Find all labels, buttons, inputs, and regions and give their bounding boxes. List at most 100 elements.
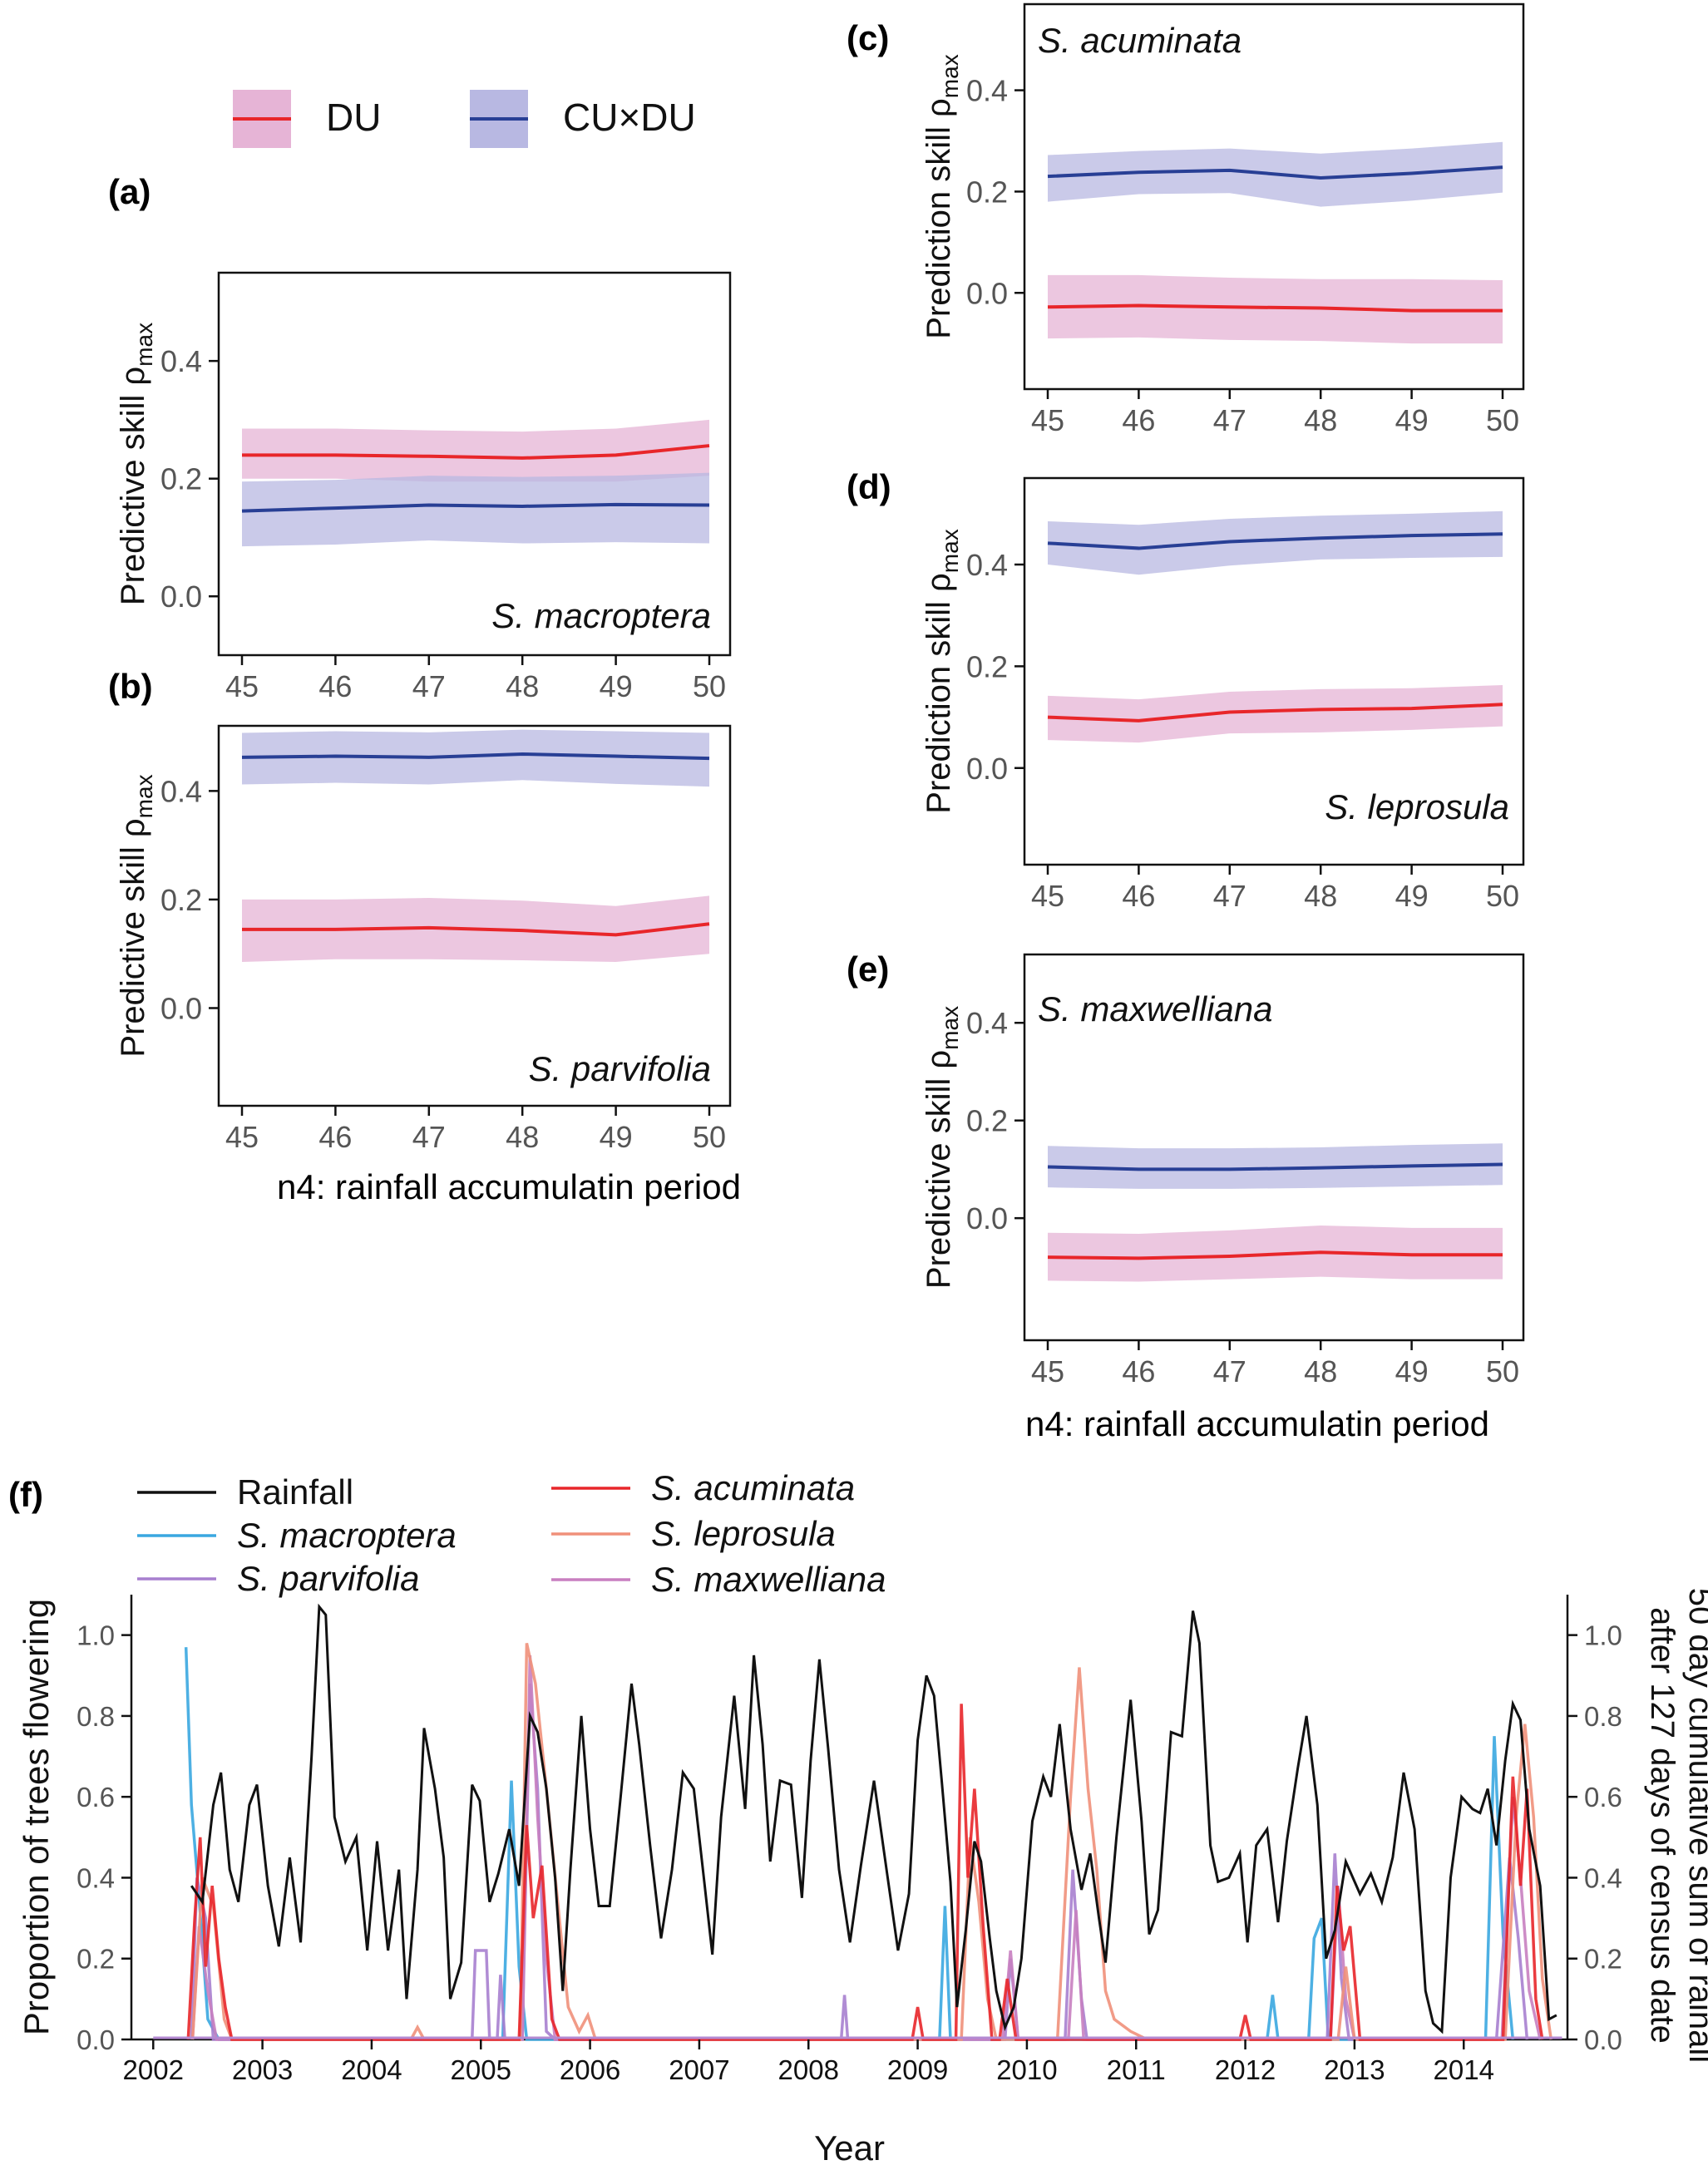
flowering-line [184, 1647, 1515, 2041]
x-axis-title: Year [814, 2128, 885, 2165]
legend-f-label: Rainfall [237, 1472, 353, 1512]
x-tick-label: 50 [693, 1120, 726, 1154]
top-legend: DU CU×DU [233, 90, 696, 148]
x-tick-label: 50 [1486, 403, 1519, 437]
x-tick-label: 46 [1122, 1354, 1155, 1388]
x-tick-label: 45 [225, 1120, 259, 1154]
x-tick-label: 2012 [1215, 2054, 1276, 2085]
y-tick-label: 0.0 [966, 276, 1008, 310]
series-line-cuxdu [241, 502, 710, 513]
x-tick-label: 49 [1395, 879, 1429, 913]
y-tick-label-left: 0.0 [77, 2024, 115, 2055]
x-tick-label: 2013 [1324, 2054, 1385, 2085]
x-tick-label: 49 [600, 1120, 633, 1154]
xlabel-e: n4: rainfall accumulatin period [1025, 1404, 1489, 1443]
x-tick-label: 45 [1031, 403, 1064, 437]
small-panels: 0.0 0.2 0.4 45 46 47 48 49 50 S. macroptera Predic… [115, 2, 1525, 1388]
x-tick-label: 45 [1031, 879, 1064, 913]
y-tick-label-left: 0.4 [77, 1862, 115, 1893]
xlabel-b: n4: rainfall accumulatin period [277, 1167, 741, 1206]
legend-f-label: S. macroptera [237, 1516, 457, 1555]
x-tick-label: 45 [1031, 1354, 1064, 1388]
y-tick-label-left: 0.2 [77, 1944, 115, 1975]
rainfall-line [190, 1603, 1557, 2034]
x-tick-label: 2014 [1434, 2054, 1494, 2085]
y-tick-label-right: 0.6 [1584, 1782, 1622, 1812]
panel-d: 0.0 0.2 0.4 45 46 47 48 49 50 S. leprosula Predict… [921, 476, 1525, 913]
legend-f-label: S. leprosula [651, 1514, 836, 1553]
y-tick-label: 0.2 [966, 649, 1008, 683]
legend-cuxdu-label: CU×DU [563, 96, 696, 139]
y-axis-title-left: Proportion of trees flowering [17, 1599, 56, 2035]
y-tick-label-left: 0.6 [77, 1782, 115, 1812]
species-annotation: S. acuminata [1038, 21, 1242, 60]
y-axis-title-right: 50 day cumulative sum of rainallafter 12… [1644, 1588, 1708, 2063]
series-line-du [242, 444, 710, 460]
x-tick-label: 50 [1486, 1354, 1519, 1388]
x-tick-label: 2009 [887, 2054, 948, 2085]
y-tick-label: 0.0 [966, 752, 1008, 786]
plot-frame [1023, 953, 1525, 1342]
x-tick-label: 2010 [996, 2054, 1057, 2085]
x-tick-label: 2007 [669, 2054, 729, 2085]
panel-c: 0.0 0.2 0.4 45 46 47 48 49 50 S. acuminata Predict… [921, 2, 1525, 437]
y-axis-title: Predictive skill ρmax [115, 774, 157, 1057]
x-tick-label: 2003 [232, 2054, 293, 2085]
panel-e: 0.0 0.2 0.4 45 46 47 48 49 50 S. maxwelliana Predi… [921, 953, 1525, 1388]
series-line-cuxdu [241, 752, 710, 761]
series-line-du [1047, 703, 1503, 722]
ci-band-du [242, 419, 709, 482]
y-tick-label: 0.4 [160, 344, 202, 378]
x-tick-label: 49 [1395, 403, 1429, 437]
plot-frame [217, 724, 732, 1107]
species-annotation: S. leprosula [1325, 787, 1509, 826]
panel-label-e: (e) [847, 949, 889, 989]
x-tick-label: 48 [506, 669, 539, 703]
ci-band-cuxdu [1048, 510, 1503, 575]
y-tick-label: 0.4 [160, 774, 202, 808]
x-tick-label: 2011 [1107, 2054, 1166, 2085]
x-tick-label: 45 [225, 669, 259, 703]
legend-f-label: S. acuminata [651, 1468, 855, 1507]
species-annotation: S. parvifolia [529, 1049, 711, 1088]
x-tick-label: 2002 [123, 2054, 184, 2085]
x-tick-label: 50 [693, 669, 726, 703]
y-tick-label-right: 1.0 [1584, 1620, 1622, 1651]
y-tick-label: 0.4 [966, 1006, 1008, 1040]
ci-band-cuxdu [242, 472, 709, 547]
x-tick-label: 48 [506, 1120, 539, 1154]
x-tick-label: 46 [1122, 403, 1155, 437]
y-tick-label: 0.2 [160, 883, 202, 917]
y-tick-label: 0.0 [160, 991, 202, 1025]
x-tick-label: 46 [318, 1120, 352, 1154]
x-tick-label: 46 [318, 669, 352, 703]
panel-a: 0.0 0.2 0.4 45 46 47 48 49 50 S. macroptera Predic… [115, 271, 732, 703]
panel-f-timeseries: 0.0 0.0 0.2 0.2 0.4 0.4 0.6 0.6 0.8 0.8 1.0 1.0 2002… [17, 1468, 1708, 2165]
y-axis-title: Predictive skill ρmax [921, 1006, 963, 1289]
legend-f-label: S. parvifolia [237, 1559, 419, 1598]
series-line-cuxdu [1047, 165, 1503, 180]
flowering-line [190, 1642, 1553, 2041]
panel-label-f: (f) [8, 1475, 43, 1514]
y-tick-label-right: 0.0 [1584, 2024, 1622, 2055]
y-tick-label-right: 0.2 [1584, 1944, 1622, 1975]
x-tick-label: 47 [1213, 879, 1246, 913]
legend-du-label: DU [326, 96, 381, 139]
panel-label-b: (b) [108, 667, 153, 706]
legend-f-label: S. maxwelliana [651, 1560, 886, 1599]
panel-b: 0.0 0.2 0.4 45 46 47 48 49 50 S. parvifolia Predic… [115, 724, 732, 1154]
x-tick-label: 48 [1304, 403, 1337, 437]
y-tick-label-right: 0.4 [1584, 1862, 1622, 1893]
flowering-line [190, 1655, 1542, 2041]
x-tick-label: 47 [1213, 403, 1246, 437]
x-tick-label: 2008 [778, 2054, 839, 2085]
series-line-cuxdu [1047, 1162, 1503, 1171]
x-tick-label: 49 [1395, 1354, 1429, 1388]
series-line-du [1047, 1250, 1503, 1260]
y-axis-title: Predictive skill ρmax [115, 323, 157, 605]
x-tick-label: 2004 [341, 2054, 402, 2085]
y-tick-label-right: 0.8 [1584, 1701, 1622, 1732]
x-tick-label: 47 [1213, 1354, 1246, 1388]
y-tick-label: 0.2 [160, 462, 202, 496]
